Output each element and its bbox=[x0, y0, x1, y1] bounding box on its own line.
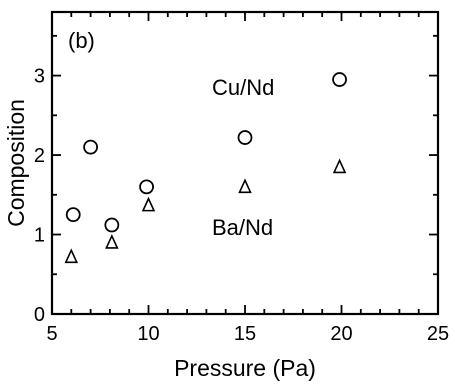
x-tick-label: 25 bbox=[427, 323, 449, 345]
x-axis-label: Pressure (Pa) bbox=[174, 355, 316, 381]
y-tick-label: 1 bbox=[34, 225, 45, 247]
panel-label: (b) bbox=[68, 28, 95, 53]
x-tick-label: 5 bbox=[46, 323, 57, 345]
cu-nd-point bbox=[332, 72, 347, 87]
tick-labels: 5 10 15 20 25 0 1 2 3 bbox=[34, 66, 449, 345]
ba-nd-point bbox=[141, 196, 156, 212]
y-axis-label: Composition bbox=[3, 99, 29, 227]
axis-ticks bbox=[51, 12, 439, 315]
cu-nd-point bbox=[83, 139, 98, 155]
cu-nd-point bbox=[139, 179, 154, 195]
data-points bbox=[64, 72, 347, 264]
cu-nd-annotation: Cu/Nd bbox=[212, 75, 274, 100]
ba-nd-point bbox=[332, 158, 347, 174]
y-tick-label: 3 bbox=[34, 66, 45, 88]
ba-nd-annotation: Ba/Nd bbox=[212, 215, 273, 240]
plot-frame bbox=[50, 10, 440, 316]
ba-nd-point bbox=[238, 178, 252, 194]
cu-nd-point bbox=[237, 130, 253, 145]
cu-nd-point bbox=[65, 207, 81, 223]
x-tick-label: 15 bbox=[234, 323, 256, 345]
ba-nd-point bbox=[64, 248, 79, 264]
y-tick-label: 0 bbox=[34, 304, 45, 326]
x-tick-label: 20 bbox=[330, 323, 352, 345]
x-tick-label: 10 bbox=[137, 323, 159, 345]
ba-nd-point bbox=[105, 234, 119, 249]
cu-nd-point bbox=[104, 217, 120, 233]
y-tick-label: 2 bbox=[34, 145, 45, 167]
